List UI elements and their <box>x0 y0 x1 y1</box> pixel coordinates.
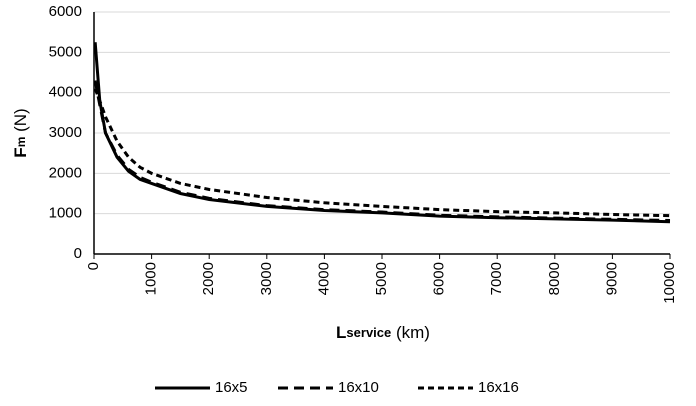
x-tick-label: 1000 <box>143 262 160 295</box>
x-tick-label: 0 <box>85 262 102 270</box>
x-tick-label: 3000 <box>258 262 275 295</box>
y-tick-label: 5000 <box>49 43 82 60</box>
y-tick-label: 6000 <box>49 3 82 20</box>
legend-label: 16x16 <box>478 379 519 396</box>
x-tick-label: 10000 <box>661 262 678 304</box>
x-axis-label: Lservice (km) <box>336 323 430 342</box>
y-tick-label: 4000 <box>49 84 82 101</box>
x-tick-label: 7000 <box>488 262 505 295</box>
x-label-main: L <box>336 323 346 342</box>
x-tick-label: 2000 <box>200 262 217 295</box>
legend-label: 16x10 <box>338 379 379 396</box>
x-label-sub: service <box>346 325 391 340</box>
x-tick-label: 4000 <box>315 262 332 295</box>
x-tick-label: 6000 <box>431 262 448 295</box>
y-tick-label: 3000 <box>49 124 82 141</box>
y-tick-label: 0 <box>74 245 82 262</box>
series-line <box>93 88 671 218</box>
y-label-unit: (N) <box>11 108 30 136</box>
legend-label: 16x5 <box>215 379 248 396</box>
y-axis-label: Fm (N) <box>11 108 30 157</box>
y-tick-label: 1000 <box>49 205 82 222</box>
y-label-main: F <box>11 147 30 157</box>
x-tick-label: 8000 <box>546 262 563 295</box>
y-tick-label: 2000 <box>49 164 82 181</box>
x-label-unit: (km) <box>391 323 430 342</box>
y-label-sub: m <box>14 137 28 148</box>
x-tick-label: 5000 <box>373 262 390 295</box>
series-line <box>93 42 671 224</box>
x-tick-label: 9000 <box>603 262 620 295</box>
series-line <box>93 80 671 223</box>
